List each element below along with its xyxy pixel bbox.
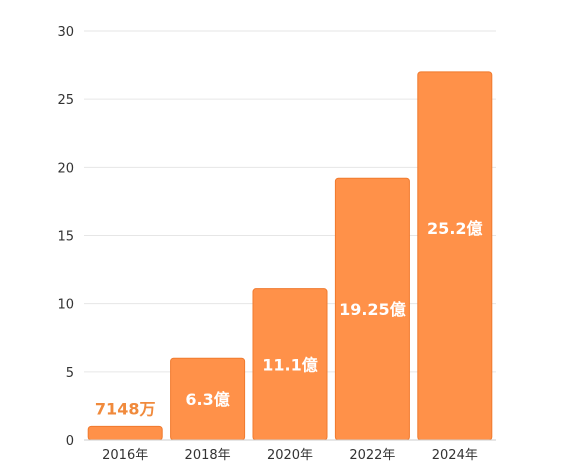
- y-tick-label: 20: [57, 161, 74, 176]
- data-label: 25.2億: [427, 219, 482, 238]
- y-tick-label: 15: [57, 230, 74, 245]
- y-tick-label: 5: [66, 366, 74, 381]
- y-axis: 0 5 10 15 20 25 30: [57, 25, 74, 449]
- bar: [87, 425, 163, 441]
- x-tick-label: 2022年: [349, 448, 395, 463]
- y-tick-label: 0: [66, 434, 74, 449]
- y-tick-label: 30: [57, 25, 74, 40]
- x-axis: 2016年 2018年 2020年 2022年 2024年: [84, 439, 496, 463]
- x-tick-label: 2018年: [185, 448, 231, 463]
- x-tick-label: 2016年: [102, 448, 148, 463]
- data-label: 11.1億: [262, 355, 317, 374]
- bars: 7148万 6.3億 11.1億 19.25億 25.2億: [87, 71, 493, 441]
- data-label: 6.3億: [185, 390, 229, 409]
- bar: [417, 71, 493, 441]
- y-tick-label: 10: [57, 298, 74, 313]
- y-tick-label: 25: [57, 93, 74, 108]
- data-label: 7148万: [95, 399, 156, 418]
- x-tick-label: 2020年: [267, 448, 313, 463]
- x-tick-label: 2024年: [432, 448, 478, 463]
- data-label: 19.25億: [339, 300, 406, 319]
